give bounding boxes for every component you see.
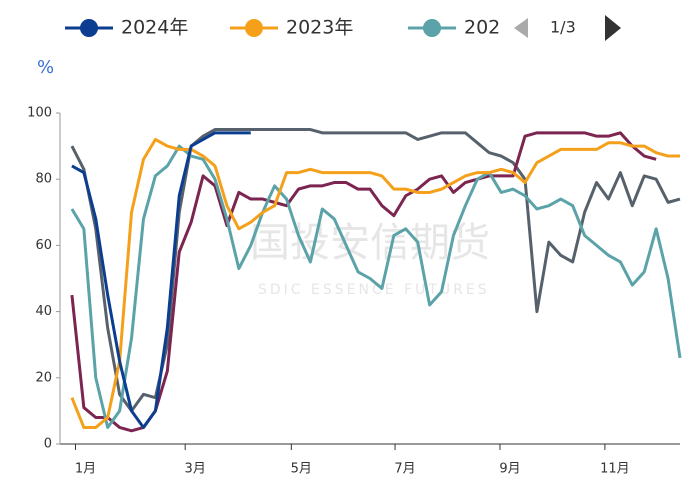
series-line [70, 144, 682, 429]
x-tick-label: 3月 [185, 462, 206, 477]
y-tick-label: 40 [35, 304, 52, 319]
legend-marker [423, 19, 441, 37]
legend-marker [245, 19, 263, 37]
x-tick-label: 5月 [291, 462, 312, 477]
y-axis-label: % [37, 57, 54, 78]
y-tick-label: 100 [27, 106, 52, 121]
x-tick-label: 1月 [75, 462, 96, 477]
series-line [70, 128, 681, 413]
legend-prev[interactable] [514, 18, 528, 38]
legend-label: 202 [464, 17, 500, 39]
x-tick-label: 7月 [394, 462, 415, 477]
legend-page: 1/3 [550, 18, 576, 37]
x-tick-label: 11月 [600, 462, 630, 477]
y-tick-label: 0 [44, 437, 52, 452]
series-line [70, 131, 657, 433]
y-tick-label: 20 [35, 370, 52, 385]
watermark-sub: SDIC ESSENCE FUTURES [258, 282, 490, 298]
legend-marker [80, 19, 98, 37]
x-tick-label: 9月 [499, 462, 520, 477]
y-tick-label: 80 [35, 172, 52, 187]
watermark: 国投安信期货 [250, 220, 490, 266]
legend-label: 2024年 [121, 17, 188, 39]
series-line [70, 137, 680, 429]
legend-label: 2023年 [286, 17, 353, 39]
series-line [71, 131, 251, 429]
y-tick-label: 60 [35, 238, 52, 253]
legend-next[interactable] [605, 15, 621, 41]
